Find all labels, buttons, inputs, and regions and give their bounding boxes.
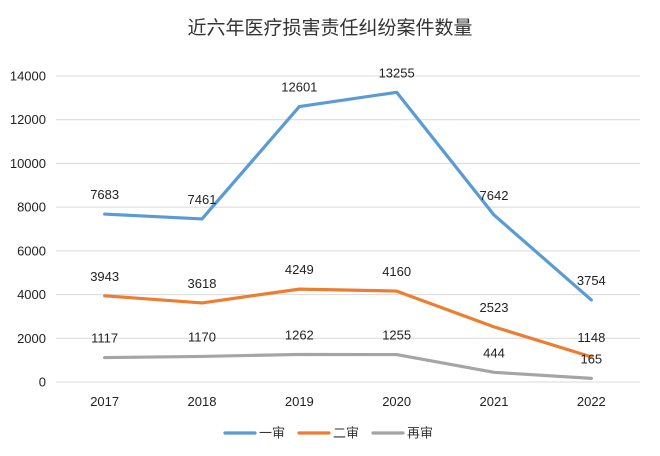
data-label: 3618 bbox=[188, 276, 217, 291]
x-tick-label: 2019 bbox=[285, 394, 314, 409]
y-tick-label: 6000 bbox=[17, 243, 46, 258]
data-label: 12601 bbox=[281, 80, 317, 95]
x-tick-label: 2017 bbox=[90, 394, 119, 409]
y-tick-label: 14000 bbox=[10, 69, 46, 84]
data-labels: 7683 7461 12601 13255 7642 3754 3943 3618 4249 41… bbox=[90, 65, 606, 366]
data-label: 1262 bbox=[285, 327, 314, 342]
legend-label: 二审 bbox=[333, 427, 359, 442]
series-line-2 bbox=[103, 287, 593, 359]
data-label: 3754 bbox=[577, 273, 606, 288]
data-label: 1255 bbox=[382, 328, 411, 343]
y-tick-label: 2000 bbox=[17, 331, 46, 346]
data-label: 7461 bbox=[188, 192, 217, 207]
y-tick-label: 8000 bbox=[17, 200, 46, 215]
x-tick-label: 2018 bbox=[188, 394, 217, 409]
data-label: 444 bbox=[483, 345, 505, 360]
series-layer bbox=[103, 90, 593, 380]
y-tick-label: 12000 bbox=[10, 112, 46, 127]
data-label: 7683 bbox=[90, 187, 119, 202]
x-tick-label: 2020 bbox=[382, 394, 411, 409]
data-label: 7642 bbox=[480, 188, 509, 203]
y-tick-label: 10000 bbox=[10, 156, 46, 171]
grid-layer bbox=[56, 75, 640, 383]
legend: 一审 二审 再审 bbox=[223, 427, 433, 442]
x-tick-label: 2022 bbox=[577, 394, 606, 409]
y-tick-label: 0 bbox=[39, 375, 46, 390]
legend-item-3: 再审 bbox=[371, 427, 433, 442]
x-axis: 2017 2018 2019 2020 2021 2022 bbox=[90, 394, 606, 409]
data-label: 4160 bbox=[382, 264, 411, 279]
y-tick-label: 4000 bbox=[17, 287, 46, 302]
series-line-1 bbox=[103, 90, 593, 302]
data-label: 4249 bbox=[285, 262, 314, 277]
data-label: 1170 bbox=[188, 329, 216, 344]
legend-item-2: 二审 bbox=[297, 427, 359, 442]
legend-label: 再审 bbox=[407, 427, 433, 442]
data-label: 2523 bbox=[480, 300, 509, 315]
legend-item-1: 一审 bbox=[223, 427, 285, 442]
data-label: 1148 bbox=[577, 330, 605, 345]
data-label: 1117 bbox=[91, 331, 118, 346]
chart-title: 近六年医疗损害责任纠纷案件数量 bbox=[187, 17, 472, 39]
series-line-3 bbox=[103, 352, 593, 380]
data-label: 13255 bbox=[379, 65, 415, 80]
y-axis: 0 2000 4000 6000 8000 10000 12000 14000 bbox=[10, 69, 46, 390]
x-tick-label: 2021 bbox=[480, 394, 509, 409]
legend-label: 一审 bbox=[259, 427, 285, 442]
data-label: 3943 bbox=[90, 269, 119, 284]
data-label: 165 bbox=[580, 351, 602, 366]
